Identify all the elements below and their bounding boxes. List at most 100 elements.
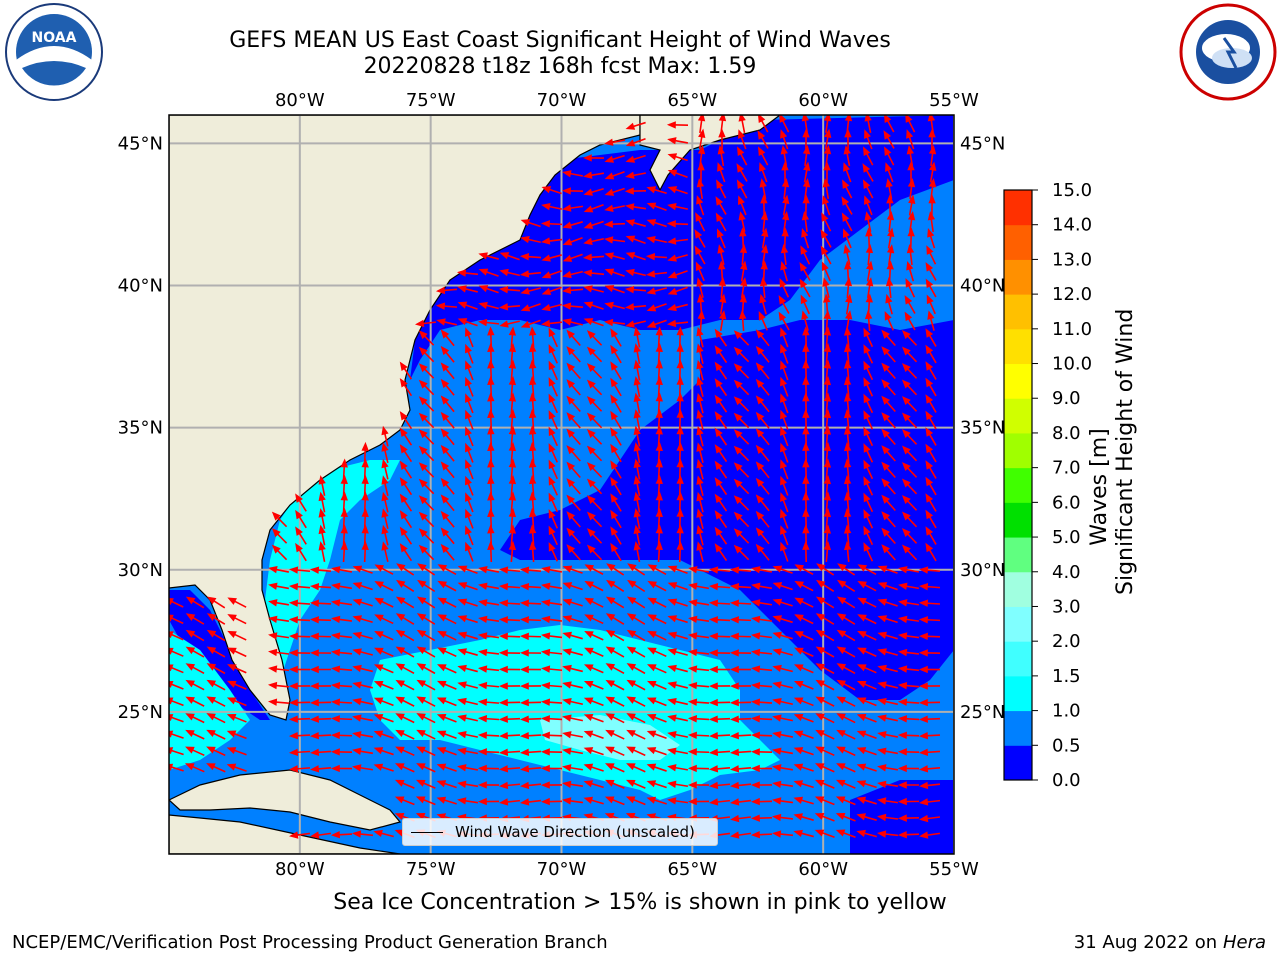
wave-direction-arrowhead — [794, 614, 804, 622]
wave-direction-arrowhead — [906, 129, 914, 139]
wave-direction-arrowhead — [750, 797, 760, 806]
wave-direction-arrowhead — [440, 477, 450, 488]
wave-direction-arrowhead — [772, 631, 782, 639]
wave-direction-arrowhead — [477, 665, 488, 673]
wave-direction-arrowhead — [687, 731, 697, 740]
wave-direction-arrowhead — [885, 162, 893, 172]
wave-direction-arrowhead — [583, 188, 594, 196]
wave-direction-arrowhead — [394, 796, 405, 804]
wave-direction-arrowhead — [457, 797, 467, 805]
wave-direction-arrowhead — [698, 128, 706, 139]
wave-direction-arrowhead — [508, 375, 517, 386]
wave-direction-arrowhead — [779, 278, 787, 288]
wave-direction-arrowhead — [361, 491, 369, 501]
wave-direction-arrowhead — [736, 163, 745, 173]
wave-direction-arrowhead — [780, 459, 788, 469]
wave-direction-arrowhead — [864, 211, 872, 221]
wave-direction-arrowhead — [716, 179, 724, 189]
wave-direction-arrowhead — [541, 186, 552, 194]
wave-direction-arrowhead — [548, 443, 556, 453]
wave-direction-arrowhead — [906, 244, 915, 254]
wave-direction-arrowhead — [399, 493, 408, 504]
wave-direction-arrowhead — [625, 796, 636, 804]
wave-direction-arrowhead — [696, 508, 704, 518]
wave-direction-arrowhead — [227, 647, 237, 655]
wave-direction-arrowhead — [918, 599, 929, 607]
wave-direction-arrowhead — [862, 163, 871, 173]
wave-direction-arrowhead — [457, 648, 467, 656]
wave-direction-arrowhead — [418, 396, 428, 406]
wave-direction-arrowhead — [627, 563, 637, 572]
wave-direction-arrowhead — [802, 392, 810, 402]
wave-direction-arrowhead — [185, 696, 195, 704]
wave-direction-arrowhead — [814, 779, 825, 787]
wave-direction-arrowhead — [330, 665, 341, 673]
wave-direction-arrowhead — [465, 541, 472, 552]
wave-direction-arrowhead — [288, 732, 298, 740]
wave-direction-arrowhead — [498, 649, 508, 657]
wave-direction-arrowhead — [866, 277, 874, 287]
wave-direction-arrowhead — [330, 764, 340, 773]
colorbar-tick-label: 6.0 — [1052, 492, 1081, 513]
wave-direction-arrowhead — [508, 392, 517, 402]
wave-direction-arrowhead — [802, 458, 810, 468]
wave-direction-arrowhead — [465, 327, 472, 337]
wave-direction-arrowhead — [886, 210, 895, 221]
wave-direction-arrowhead — [842, 179, 850, 189]
wave-direction-arrowhead — [566, 461, 576, 471]
wave-direction-arrowhead — [185, 679, 195, 688]
wave-direction-arrowhead — [562, 681, 572, 689]
wave-direction-arrowhead — [877, 681, 887, 689]
wave-direction-arrowhead — [584, 564, 595, 572]
wave-direction-arrowhead — [694, 245, 703, 256]
wave-direction-arrowhead — [540, 715, 550, 723]
wave-direction-arrowhead — [714, 411, 723, 421]
wave-direction-arrowhead — [877, 565, 888, 573]
low-wave-region-east — [500, 320, 954, 700]
legend-label: Wind Wave Direction (unscaled) — [455, 823, 695, 841]
wave-direction-arrowhead — [562, 598, 573, 606]
wave-direction-arrowhead — [856, 796, 867, 804]
wave-direction-arrowhead — [739, 243, 748, 254]
wave-direction-arrowhead — [761, 227, 769, 237]
wave-direction-arrowhead — [562, 582, 573, 590]
wave-direction-arrowhead — [396, 563, 406, 572]
wave-direction-arrowhead — [815, 679, 826, 688]
wave-direction-arrowhead — [583, 664, 594, 672]
wave-direction-arrowhead — [519, 698, 529, 707]
wave-direction-arrowhead — [465, 393, 472, 403]
colorbar-tick-label: 2.0 — [1052, 631, 1081, 652]
wave-direction-arrowhead — [836, 729, 846, 738]
wave-direction-arrowhead — [925, 443, 934, 454]
lat-label-right: 40°N — [960, 276, 1005, 297]
wave-direction-arrowhead — [437, 564, 448, 572]
wave-direction-arrowhead — [687, 698, 698, 706]
wave-direction-arrowhead — [541, 303, 551, 312]
wave-direction-arrowhead — [381, 458, 389, 469]
wave-direction-arrowhead — [457, 747, 467, 755]
wave-direction-arrowhead — [583, 237, 593, 246]
wave-direction-arrowhead — [794, 597, 804, 605]
wave-direction-arrowhead — [885, 293, 893, 304]
colorbar-segment — [1004, 675, 1032, 712]
wave-direction-arrowhead — [667, 747, 677, 755]
wave-direction-arrowhead — [667, 681, 677, 689]
wave-direction-arrowhead — [655, 458, 663, 468]
wave-direction-arrowhead — [897, 830, 907, 839]
wave-direction-arrowhead — [886, 260, 894, 270]
wave-direction-arrowhead — [781, 178, 790, 188]
wave-direction-arrowhead — [373, 697, 384, 705]
wave-direction-arrowhead — [586, 528, 596, 538]
wave-direction-arrowhead — [395, 596, 406, 605]
wave-direction-arrowhead — [330, 748, 340, 756]
wave-direction-arrowhead — [610, 410, 619, 421]
wave-direction-arrowhead — [381, 425, 389, 436]
wave-direction-arrowhead — [794, 647, 804, 655]
wave-direction-arrowhead — [803, 161, 811, 172]
wave-direction-arrowhead — [729, 748, 740, 756]
wave-direction-arrowhead — [772, 648, 782, 656]
wave-direction-arrowhead — [865, 227, 873, 237]
wave-direction-arrowhead — [881, 478, 890, 488]
wave-direction-arrowhead — [416, 713, 426, 721]
